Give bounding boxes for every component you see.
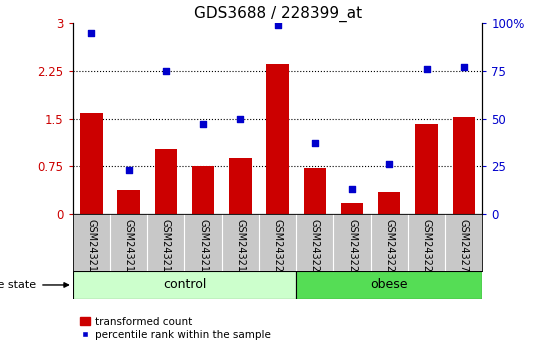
Bar bbox=[73, 271, 296, 299]
Point bbox=[199, 121, 208, 127]
Bar bbox=[416, 124, 438, 214]
Point bbox=[236, 116, 245, 121]
Title: GDS3688 / 228399_at: GDS3688 / 228399_at bbox=[194, 5, 362, 22]
Text: GSM243228: GSM243228 bbox=[421, 219, 432, 278]
Point bbox=[87, 30, 96, 35]
Bar bbox=[155, 149, 177, 214]
Text: GSM243225: GSM243225 bbox=[310, 219, 320, 278]
Bar bbox=[266, 64, 289, 214]
Text: GSM243220: GSM243220 bbox=[273, 219, 282, 278]
Text: GSM243226: GSM243226 bbox=[347, 219, 357, 278]
Text: obese: obese bbox=[370, 279, 408, 291]
Bar bbox=[296, 271, 482, 299]
Point bbox=[273, 22, 282, 28]
Text: GSM243218: GSM243218 bbox=[198, 219, 208, 278]
Text: GSM243227: GSM243227 bbox=[384, 219, 395, 278]
Bar bbox=[192, 166, 215, 214]
Point bbox=[310, 141, 319, 146]
Point bbox=[422, 66, 431, 72]
Text: GSM243275: GSM243275 bbox=[459, 219, 469, 278]
Bar bbox=[453, 117, 475, 214]
Text: GSM243217: GSM243217 bbox=[161, 219, 171, 278]
Text: GSM243216: GSM243216 bbox=[123, 219, 134, 278]
Bar bbox=[341, 203, 363, 214]
Point bbox=[125, 167, 133, 173]
Bar bbox=[229, 158, 252, 214]
Point bbox=[385, 162, 393, 167]
Text: disease state: disease state bbox=[0, 280, 36, 290]
Text: GSM243219: GSM243219 bbox=[236, 219, 245, 278]
Bar bbox=[303, 168, 326, 214]
Text: GSM243215: GSM243215 bbox=[86, 219, 96, 278]
Point bbox=[459, 64, 468, 70]
Point bbox=[348, 187, 356, 192]
Bar bbox=[378, 192, 400, 214]
Text: control: control bbox=[163, 279, 206, 291]
Bar bbox=[118, 190, 140, 214]
Legend: transformed count, percentile rank within the sample: transformed count, percentile rank withi… bbox=[78, 314, 273, 342]
Bar bbox=[80, 114, 102, 214]
Point bbox=[162, 68, 170, 74]
